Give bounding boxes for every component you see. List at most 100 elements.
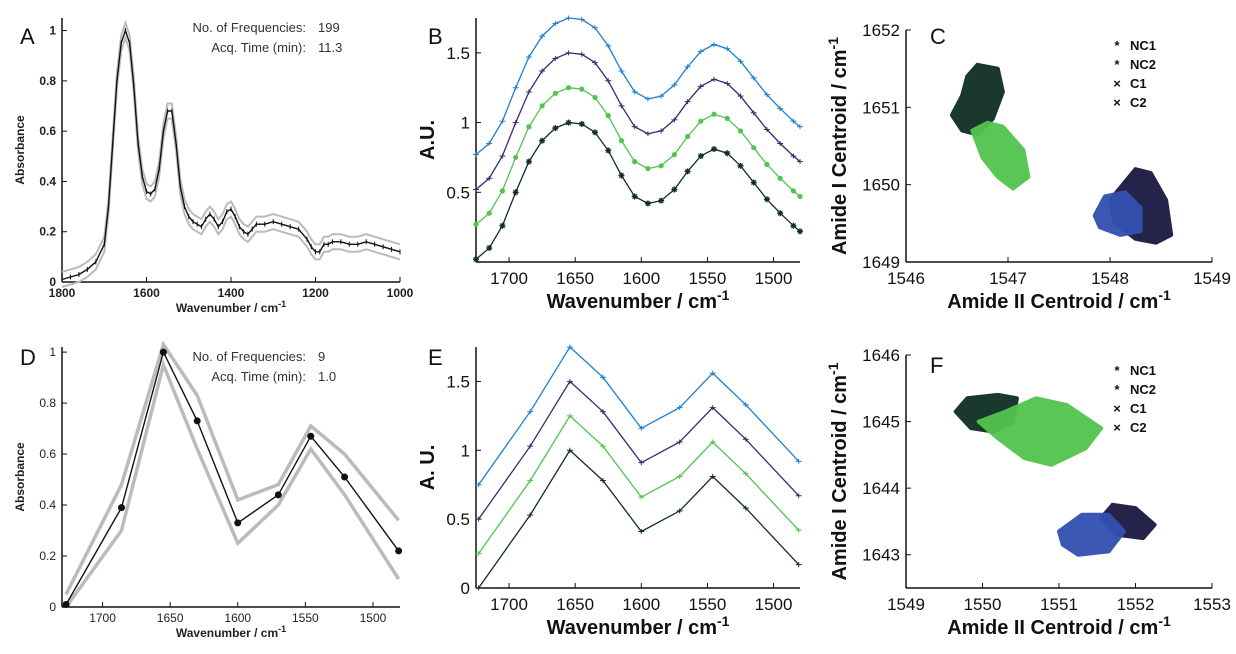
x-axis-label-exponent: -1 (278, 624, 286, 634)
data-point (724, 150, 731, 157)
legend-marker: × (1113, 76, 1121, 91)
y-tick-label: 0.5 (446, 183, 470, 202)
x-axis-label-exponent: -1 (717, 613, 730, 629)
data-point (274, 491, 282, 499)
panel-c: 1546 1547 1548 1549 1649 1650 1651 1652 C Amide I… (825, 21, 1231, 313)
data-point (552, 90, 558, 96)
y-axis-label: A. U. (417, 445, 439, 491)
data-point-stroke (684, 168, 691, 174)
cluster-nc1 (949, 62, 1005, 137)
panel-label: F (930, 353, 943, 378)
data-point-stroke (751, 179, 757, 186)
data-point (764, 161, 770, 167)
legend-label: C2 (1130, 95, 1147, 110)
x-axis-label-text: Wavenumber / cm (176, 626, 278, 640)
data-point (671, 186, 678, 193)
data-point (697, 153, 704, 160)
x-tick-label: 1700 (89, 611, 116, 625)
data-point (618, 138, 625, 144)
y-axis-label: Amide I Centroid / cm-1 (825, 362, 851, 580)
data-point-stroke (711, 146, 717, 152)
data-point (605, 147, 612, 154)
data-point (307, 432, 315, 440)
y-tick-label: 1643 (862, 546, 900, 565)
data-point (658, 197, 665, 204)
y-tick-label: 1.5 (446, 44, 470, 63)
y-axis-label-text: A.U. (417, 120, 439, 160)
x-axis-label: Wavenumber / cm-1 (547, 613, 730, 639)
x-tick-label: 1400 (218, 286, 245, 300)
data-point (159, 348, 167, 356)
x-axis-label: Wavenumber / cm-1 (547, 287, 730, 313)
data-point (797, 193, 803, 200)
y-tick-label: 1 (49, 24, 56, 38)
panel-label: B (428, 24, 443, 49)
y-axis-label-text: Absorbance (13, 115, 27, 185)
data-point-stroke (473, 256, 479, 262)
data-point-stroke (790, 223, 797, 229)
data-point (525, 158, 532, 165)
data-point (684, 133, 691, 140)
lower-band-line (61, 34, 401, 288)
data-point (644, 200, 651, 207)
y-axis-label-exponent: -1 (825, 362, 841, 375)
x-axis-label-text: Wavenumber / cm (547, 617, 717, 639)
data-point-stroke (797, 228, 803, 234)
data-point-stroke (579, 121, 585, 127)
x-axis-label-text: Wavenumber / cm (176, 301, 278, 315)
data-point (473, 256, 479, 263)
y-tick-label: 1651 (862, 98, 900, 117)
data-point (193, 417, 201, 425)
y-tick-label: 1652 (862, 21, 900, 40)
legend-marker: × (1113, 420, 1121, 435)
series-line (475, 87, 801, 225)
data-point-stroke (618, 172, 625, 179)
data-point (117, 504, 125, 512)
upper-band-line (64, 340, 400, 596)
legend-label: NC2 (1130, 57, 1156, 72)
x-tick-label: 1550 (964, 595, 1002, 614)
annotation-value: 1.0 (318, 369, 336, 384)
lower-band-line (64, 359, 401, 609)
data-point-stroke (552, 125, 558, 131)
y-tick-label: 0.2 (39, 549, 56, 563)
x-tick-label: 1800 (49, 286, 76, 300)
x-tick-label: 1550 (689, 269, 727, 288)
series-line (475, 52, 801, 190)
series-line (478, 414, 800, 554)
data-point (724, 115, 730, 121)
data-point-stroke (605, 147, 611, 154)
x-tick-label: 1552 (1117, 595, 1155, 614)
y-tick-label: 0 (461, 579, 470, 598)
x-tick-label: 1553 (1193, 595, 1231, 614)
y-tick-label: 1646 (862, 346, 900, 365)
data-point (512, 189, 519, 196)
data-point-stroke (539, 138, 545, 144)
x-axis-label-exponent: -1 (278, 299, 286, 309)
x-axis-label: Wavenumber / cm-1 (176, 624, 286, 640)
x-tick-label: 1500 (755, 269, 793, 288)
panel-b: 1700 1650 1600 1550 1500 0.5 1 1.5B Wavenumber /… (417, 15, 803, 313)
annotation-label: No. of Frequencies: (193, 349, 306, 364)
panel-a: 1800 1600 1400 1200 1000 0 0.2 0.4 0.6 0.8 1A Waven… (13, 18, 414, 315)
y-axis-label: Absorbance (13, 442, 27, 512)
x-tick-label: 1000 (387, 286, 414, 300)
y-axis-label: A.U. (417, 120, 439, 160)
x-tick-label: 1700 (490, 595, 528, 614)
cluster-nc2 (976, 396, 1104, 467)
y-tick-label: 1649 (862, 253, 900, 272)
annotation-label: No. of Frequencies: (193, 20, 306, 35)
data-point (750, 179, 757, 186)
x-axis-label: Amide II Centroid / cm-1 (947, 287, 1171, 313)
data-point (234, 519, 242, 527)
data-point-stroke (513, 189, 519, 195)
series-line (475, 121, 801, 260)
y-tick-label: 0.6 (39, 124, 56, 138)
y-axis-label-text: A. U. (417, 445, 439, 491)
x-tick-label: 1550 (292, 611, 319, 625)
panel-d: 1700 1650 1600 1550 1500 0 0.2 0.4 0.6 0.8 1D Waven… (13, 340, 403, 640)
data-point-stroke (737, 163, 744, 169)
data-point-stroke (592, 129, 598, 135)
data-point (578, 120, 585, 127)
